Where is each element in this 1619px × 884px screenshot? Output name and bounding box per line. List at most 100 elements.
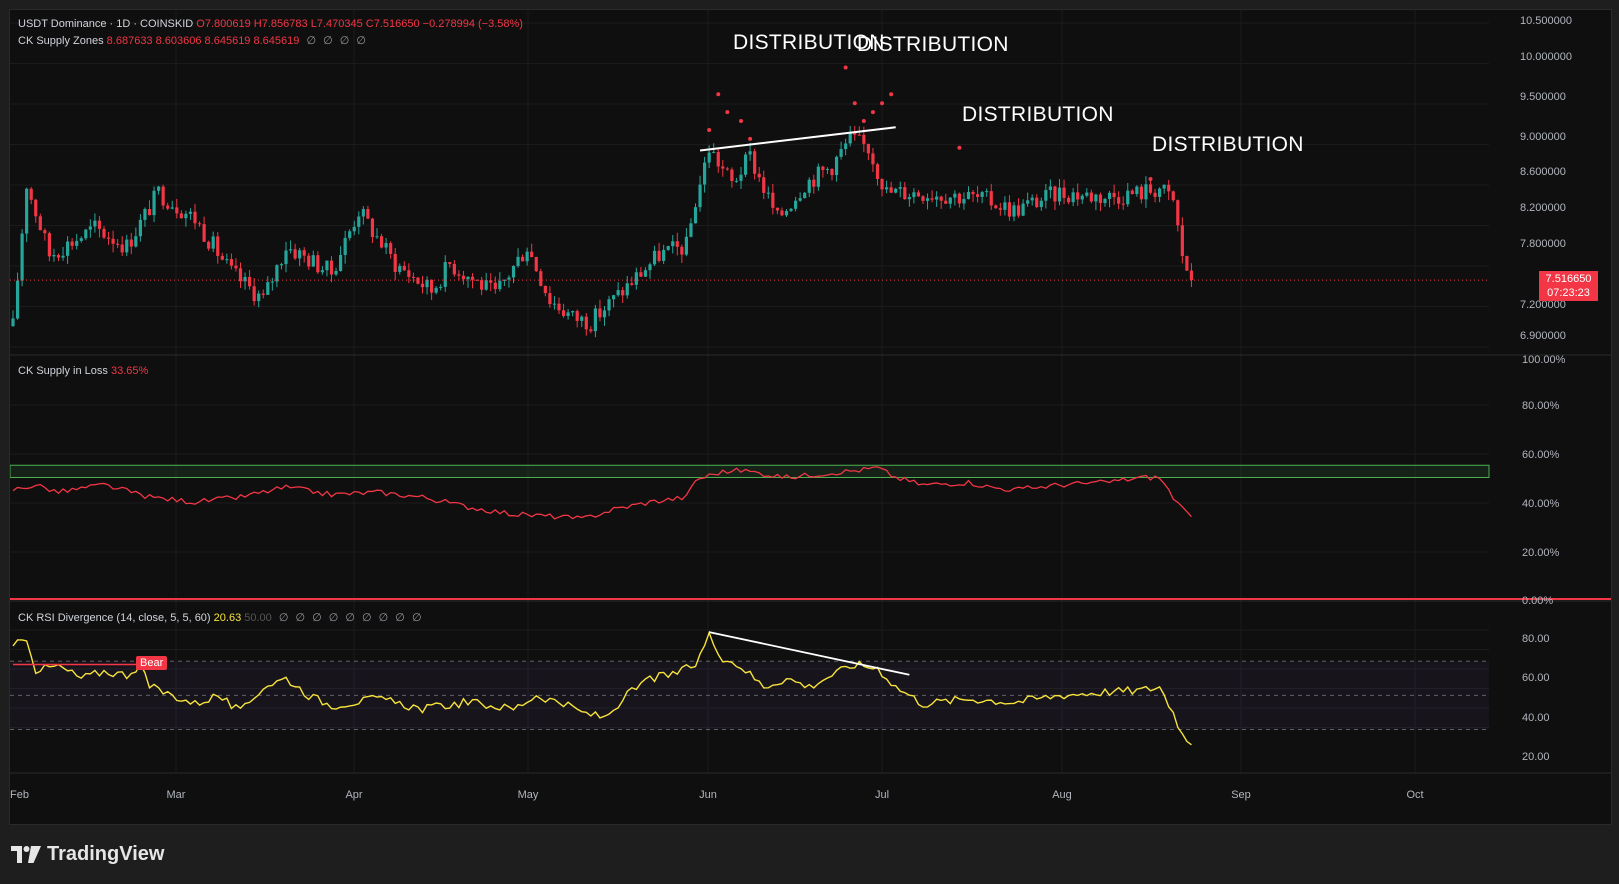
- supply-loss-line: [12, 466, 1192, 520]
- candle-body: [1080, 195, 1084, 200]
- candle-body: [794, 200, 798, 209]
- last-price: 7.516650: [1545, 273, 1592, 285]
- candle-body: [762, 177, 766, 193]
- candle-body: [830, 168, 834, 176]
- supply-zone-dot: [716, 92, 721, 97]
- candle-body: [1007, 202, 1012, 217]
- symbol-title[interactable]: USDT Dominance · 1D · COINSKID: [18, 18, 194, 30]
- candle-body: [743, 154, 748, 175]
- candle-body: [598, 308, 602, 318]
- candle-body: [1176, 200, 1180, 226]
- candle-body: [716, 151, 720, 167]
- rsi-axis-label: 40.00: [1522, 712, 1550, 724]
- time-axis-label: Feb: [10, 789, 29, 801]
- candle-body: [398, 265, 402, 272]
- price-axis-label: 9.500000: [1520, 91, 1566, 103]
- chart-frame[interactable]: 10.500000 10.000000 9.500000 9.000000 8.6000…: [9, 9, 1612, 825]
- candle-body: [134, 236, 138, 247]
- candle-body: [166, 205, 170, 209]
- candle-body: [38, 216, 42, 231]
- time-axis-label: Jun: [699, 789, 717, 801]
- time-axis-label: Apr: [345, 789, 362, 801]
- candle-body: [907, 197, 911, 200]
- candle-body: [671, 241, 675, 247]
- candle-body: [270, 281, 274, 283]
- candle-body: [1107, 192, 1112, 199]
- candle-body: [948, 197, 952, 204]
- supply-zones-title[interactable]: CK Supply Zones: [18, 35, 104, 47]
- distribution-label[interactable]: DISTRIBUTION: [733, 31, 885, 54]
- candle-body: [1153, 192, 1157, 197]
- candle-body: [561, 310, 566, 316]
- candle-body: [885, 187, 889, 190]
- candle-body: [684, 236, 688, 255]
- candle-body: [1062, 187, 1066, 198]
- supply-loss-legend: CK Supply in Loss 33.65%: [18, 365, 148, 377]
- distribution-label[interactable]: DISTRIBUTION: [857, 33, 1009, 56]
- rsi-axis-label: 80.00: [1522, 633, 1550, 645]
- candle-body: [1026, 200, 1030, 204]
- candle-body: [921, 196, 925, 201]
- candle-body: [357, 216, 361, 227]
- candle-body: [234, 265, 238, 269]
- candle-body: [707, 152, 711, 163]
- candle-body: [930, 198, 934, 200]
- candle-body: [703, 162, 707, 185]
- last-price-tag: 7.516650 07:23:23: [1539, 271, 1598, 301]
- candle-body: [1057, 187, 1062, 202]
- candle-body: [261, 293, 265, 295]
- candle-body: [935, 196, 939, 200]
- candle-body: [1130, 190, 1134, 195]
- candle-body: [466, 276, 470, 280]
- candle-body: [339, 254, 343, 271]
- rsi-title[interactable]: CK RSI Divergence (14, close, 5, 5, 60): [18, 612, 211, 624]
- candle-body: [898, 187, 902, 189]
- candle-body: [939, 196, 943, 201]
- candle-body: [275, 265, 279, 282]
- supply-zone-dot: [707, 127, 712, 132]
- supply-zone-dot: [748, 136, 753, 141]
- candle-body: [566, 312, 570, 316]
- candle-body: [188, 211, 193, 214]
- supply-loss-title[interactable]: CK Supply in Loss: [18, 365, 108, 377]
- candle-body: [293, 249, 297, 259]
- candle-body: [61, 255, 65, 258]
- candle-body: [84, 229, 88, 239]
- candle-body: [243, 276, 247, 282]
- candle-body: [971, 192, 975, 195]
- candle-body: [229, 259, 233, 266]
- candle-body: [1148, 184, 1153, 193]
- distribution-label[interactable]: DISTRIBUTION: [962, 103, 1114, 126]
- candle-body: [470, 276, 475, 280]
- candle-body: [866, 143, 870, 154]
- candle-body: [66, 241, 70, 256]
- trendline: [699, 126, 896, 152]
- supply-zone-dot: [880, 101, 885, 106]
- candle-body: [634, 272, 638, 285]
- candle-body: [129, 239, 133, 247]
- candle-body: [88, 226, 92, 230]
- candle-body: [753, 151, 757, 174]
- tradingview-logo[interactable]: TradingView: [11, 843, 164, 866]
- chart-canvas[interactable]: 10.500000 10.000000 9.500000 9.000000 8.6000…: [10, 10, 1611, 824]
- candle-body: [1144, 184, 1148, 200]
- candle-body: [416, 277, 420, 284]
- candle-body: [384, 243, 388, 248]
- candle-body: [648, 264, 652, 271]
- candle-body: [443, 262, 447, 287]
- candle-body: [1185, 255, 1189, 271]
- distribution-label[interactable]: DISTRIBUTION: [1152, 133, 1304, 156]
- candle-body: [652, 250, 657, 265]
- supply-zones-values: 8.687633 8.603606 8.645619 8.645619: [106, 35, 300, 47]
- candle-body: [962, 199, 966, 204]
- bear-divergence-line: [708, 631, 910, 676]
- candle-body: [789, 208, 793, 211]
- candle-body: [857, 134, 861, 136]
- candle-body: [875, 164, 880, 179]
- candle-body: [138, 219, 142, 237]
- candle-body: [662, 249, 666, 261]
- candle-body: [853, 131, 857, 135]
- loss-axis-label: 100.00%: [1522, 354, 1566, 366]
- candle-body: [612, 295, 616, 300]
- candle-body: [784, 210, 789, 216]
